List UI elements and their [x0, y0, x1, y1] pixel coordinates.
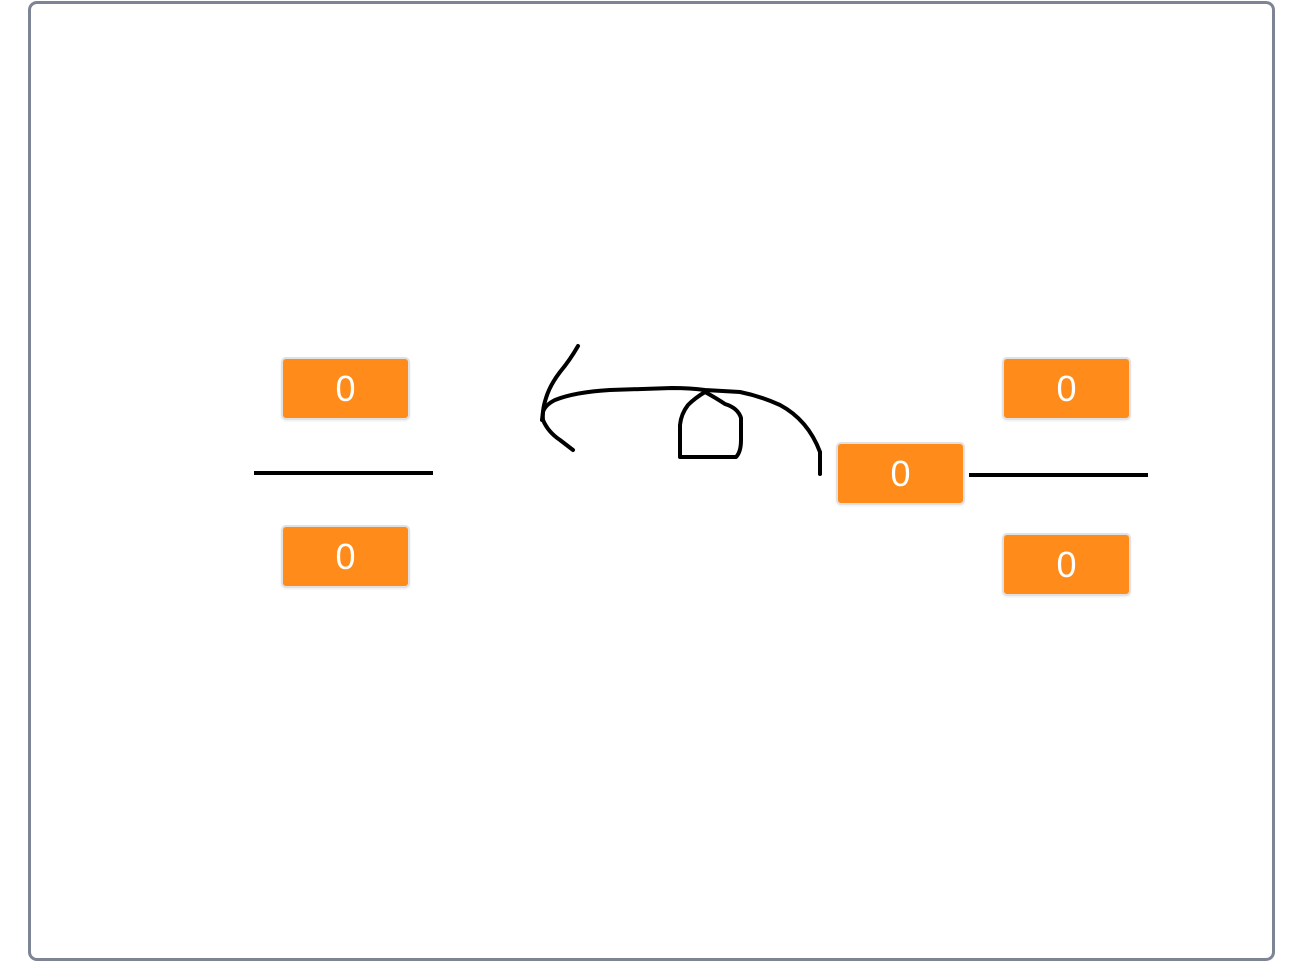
- right-denominator-counter[interactable]: 0: [1002, 533, 1131, 596]
- right-numerator-counter[interactable]: 0: [1002, 357, 1131, 420]
- left-numerator-counter[interactable]: 0: [281, 357, 410, 420]
- left-denominator-counter[interactable]: 0: [281, 525, 410, 588]
- right-whole-counter[interactable]: 0: [836, 442, 965, 505]
- stage-frame: [28, 1, 1275, 961]
